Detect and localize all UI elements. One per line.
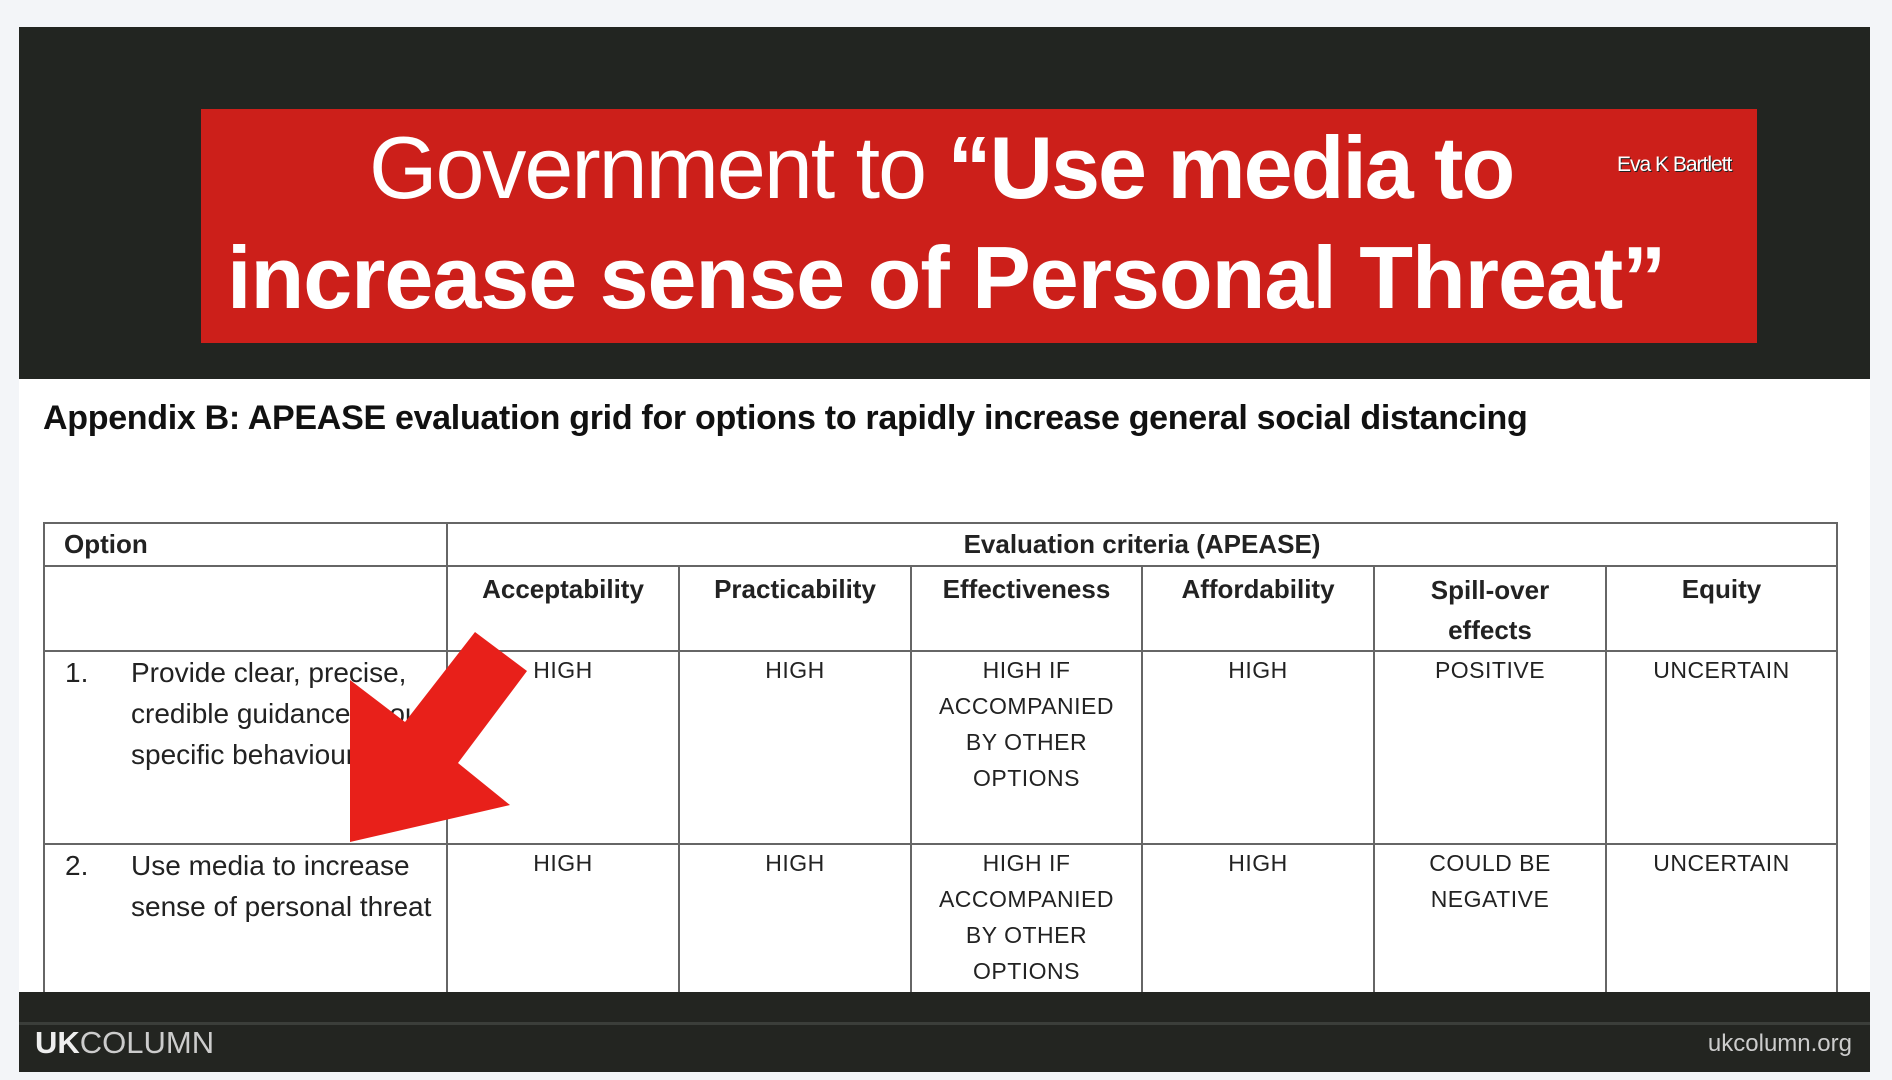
footer-url[interactable]: ukcolumn.org — [1707, 1030, 1852, 1057]
document-excerpt: Appendix B: APEASE evaluation grid for o… — [19, 379, 1870, 992]
column-header: Equity — [1604, 565, 1839, 652]
value-cell: HIGH IF ACCOMPANIED BY OTHER OPTIONS — [910, 650, 1143, 845]
value-cell: UNCERTAIN — [1604, 650, 1839, 845]
credit-label: Eva K Bartlett — [1617, 153, 1732, 176]
column-header: Practicability — [678, 565, 912, 652]
table-header-row: Option Evaluation criteria (APEASE) — [43, 522, 1839, 567]
option-number: 2. — [65, 850, 89, 881]
value-cell: POSITIVE — [1373, 650, 1607, 845]
banner-panel: Government to “Use media to increase sen… — [19, 27, 1870, 379]
value-cell: COULD BE NEGATIVE — [1373, 843, 1607, 992]
value-cell: HIGH — [446, 650, 680, 845]
column-header: Spill-over effects — [1373, 565, 1607, 652]
value-cell: HIGH — [1141, 650, 1375, 845]
option-header: Option — [43, 522, 448, 567]
logo-bold: UK — [35, 1025, 80, 1060]
value-cell: HIGH — [678, 650, 912, 845]
column-header: Acceptability — [446, 565, 680, 652]
value-cell: UNCERTAIN — [1604, 843, 1839, 992]
title-bold-1: “Use media to — [947, 118, 1516, 217]
title-banner: Government to “Use media to increase sen… — [201, 109, 1757, 343]
criteria-header: Evaluation criteria (APEASE) — [445, 522, 1839, 567]
option-cell: 1. Provide clear, precise, credible guida… — [43, 650, 448, 845]
column-header: Effectiveness — [910, 565, 1143, 652]
option-text: Provide clear, precise, credible guidanc… — [131, 657, 429, 770]
logo-light: COLUMN — [79, 1025, 215, 1060]
option-number: 1. — [65, 657, 89, 688]
value-cell: HIGH — [678, 843, 912, 992]
empty-header-cell — [43, 565, 448, 652]
option-text: Use media to increase sense of personal … — [131, 850, 432, 922]
value-cell: HIGH — [446, 843, 680, 992]
column-header: Affordability — [1141, 565, 1375, 652]
title-plain: Government to — [369, 118, 948, 217]
value-cell: HIGH IF ACCOMPANIED BY OTHER OPTIONS — [910, 843, 1143, 992]
title-line-1: Government to “Use media to — [369, 117, 1516, 219]
ukcolumn-logo: UKCOLUMN — [35, 1025, 214, 1061]
table-row: 1. Provide clear, precise, credible guida… — [43, 650, 1839, 845]
table-row: 2. Use media to increase sense of persona… — [43, 843, 1839, 992]
value-cell: HIGH — [1141, 843, 1375, 992]
option-cell: 2. Use media to increase sense of persona… — [43, 843, 448, 992]
apease-table: Option Evaluation criteria (APEASE) Acce… — [43, 522, 1839, 992]
column-header-row: Acceptability Practicability Effectivene… — [43, 565, 1839, 652]
footer-divider — [19, 1022, 1870, 1025]
footer-bar: UKCOLUMN ukcolumn.org — [19, 992, 1870, 1072]
title-line-2: increase sense of Personal Threat” — [227, 228, 1666, 327]
document-heading: Appendix B: APEASE evaluation grid for o… — [43, 399, 1528, 437]
